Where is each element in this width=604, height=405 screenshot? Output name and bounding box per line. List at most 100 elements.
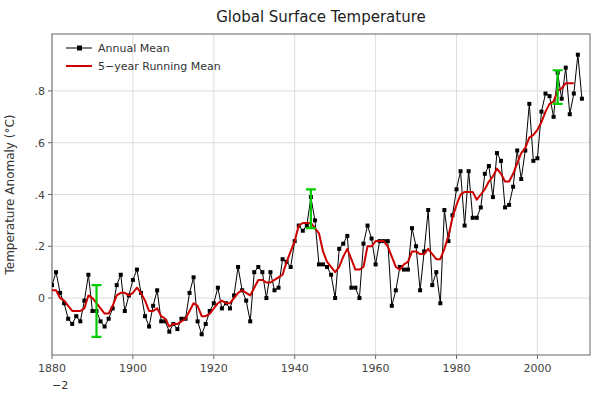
annual-marker bbox=[361, 242, 365, 246]
annual-marker bbox=[236, 265, 240, 269]
annual-marker bbox=[289, 265, 293, 269]
annual-marker bbox=[531, 159, 535, 163]
title: Global Surface Temperature bbox=[216, 8, 426, 26]
annual-marker bbox=[204, 322, 208, 326]
y-tick-label: .2 bbox=[35, 240, 46, 253]
annual-marker bbox=[103, 325, 107, 329]
annual-marker bbox=[115, 283, 119, 287]
annual-marker bbox=[491, 195, 495, 199]
annual-marker bbox=[260, 270, 264, 274]
annual-marker bbox=[467, 169, 471, 173]
annual-marker bbox=[192, 275, 196, 279]
annual-marker bbox=[317, 262, 321, 266]
annual-marker bbox=[499, 159, 503, 163]
annual-marker bbox=[329, 273, 333, 277]
annual-marker bbox=[442, 208, 446, 212]
annual-marker bbox=[390, 304, 394, 308]
annual-marker bbox=[394, 288, 398, 292]
annual-marker bbox=[119, 273, 123, 277]
annual-marker bbox=[430, 283, 434, 287]
x-tick-label: 2000 bbox=[523, 362, 551, 375]
annual-marker bbox=[216, 286, 220, 290]
grid bbox=[52, 34, 590, 355]
annual-marker bbox=[256, 265, 260, 269]
annual-marker bbox=[135, 268, 139, 272]
annual-marker bbox=[54, 270, 58, 274]
x-grid-line bbox=[375, 34, 376, 355]
annual-marker bbox=[402, 268, 406, 272]
error-bar bbox=[553, 70, 563, 104]
annual-marker bbox=[515, 148, 519, 152]
legend-label: 5−year Running Mean bbox=[98, 60, 221, 73]
annual-marker bbox=[159, 319, 163, 323]
annual-marker bbox=[86, 273, 90, 277]
annual-marker bbox=[78, 319, 82, 323]
annual-marker bbox=[366, 224, 370, 228]
series-line bbox=[52, 55, 582, 335]
x-tick-label: 1880 bbox=[38, 362, 66, 375]
chart-container: Global Surface Temperature Temperature An… bbox=[0, 0, 604, 405]
y-tick bbox=[48, 90, 52, 91]
annual-marker bbox=[196, 319, 200, 323]
annual-marker bbox=[175, 327, 179, 331]
annual-marker bbox=[479, 205, 483, 209]
x-tick-label: 1900 bbox=[119, 362, 147, 375]
annual-marker bbox=[426, 208, 430, 212]
y-tick-label: 0 bbox=[38, 292, 45, 305]
annual-marker bbox=[188, 291, 192, 295]
annual-marker bbox=[147, 325, 151, 329]
annual-marker bbox=[70, 322, 74, 326]
annual-marker bbox=[414, 244, 418, 248]
annual-marker bbox=[325, 265, 329, 269]
annual-marker bbox=[337, 247, 341, 251]
legend-swatch bbox=[66, 65, 92, 67]
y-axis-label: Temperature Anomaly (°C) bbox=[3, 114, 17, 275]
annual-marker bbox=[539, 110, 543, 114]
legend-label: Annual Mean bbox=[98, 42, 170, 55]
y-tick-label: .8 bbox=[35, 85, 46, 98]
annual-marker bbox=[438, 301, 442, 305]
annual-marker bbox=[248, 319, 252, 323]
plot-frame bbox=[52, 34, 590, 355]
x-tick-label: 1940 bbox=[281, 362, 309, 375]
annual-marker bbox=[228, 306, 232, 310]
axes: 0.2.4.6.81880190019201940196019802000 bbox=[35, 34, 591, 375]
annual-marker bbox=[434, 270, 438, 274]
x-grid-line bbox=[132, 34, 133, 355]
annual-marker bbox=[580, 97, 584, 101]
annual-marker bbox=[252, 270, 256, 274]
annual-marker bbox=[268, 270, 272, 274]
annual-marker bbox=[90, 309, 94, 313]
annual-marker bbox=[487, 164, 491, 168]
annual-marker bbox=[301, 229, 305, 233]
annual-marker bbox=[353, 286, 357, 290]
annual-marker bbox=[52, 283, 54, 287]
y-tick-label: .6 bbox=[35, 137, 46, 150]
annual-marker bbox=[410, 226, 414, 230]
annual-marker bbox=[370, 237, 374, 241]
annual-marker bbox=[475, 216, 479, 220]
x-tick bbox=[132, 355, 133, 359]
x-tick bbox=[456, 355, 457, 359]
annual-marker bbox=[519, 177, 523, 181]
annual-marker bbox=[244, 299, 248, 303]
annual-marker bbox=[495, 151, 499, 155]
chart-svg: Global Surface Temperature Temperature An… bbox=[0, 0, 604, 405]
x-tick-label: 1960 bbox=[362, 362, 390, 375]
annual-marker bbox=[313, 218, 317, 222]
annual-marker bbox=[281, 257, 285, 261]
annual-marker bbox=[151, 304, 155, 308]
error-bar bbox=[91, 285, 101, 337]
annual-marker bbox=[374, 262, 378, 266]
series-line bbox=[52, 83, 574, 326]
plot-area bbox=[52, 53, 584, 337]
annual-marker bbox=[99, 319, 103, 323]
annual-marker bbox=[305, 224, 309, 228]
annual-marker bbox=[576, 53, 580, 57]
annual-marker bbox=[123, 309, 127, 313]
x-tick-label: 1980 bbox=[443, 362, 471, 375]
annual-marker bbox=[507, 203, 511, 207]
annotation: −2 bbox=[52, 379, 68, 392]
annual-marker bbox=[463, 224, 467, 228]
annual-marker bbox=[212, 301, 216, 305]
